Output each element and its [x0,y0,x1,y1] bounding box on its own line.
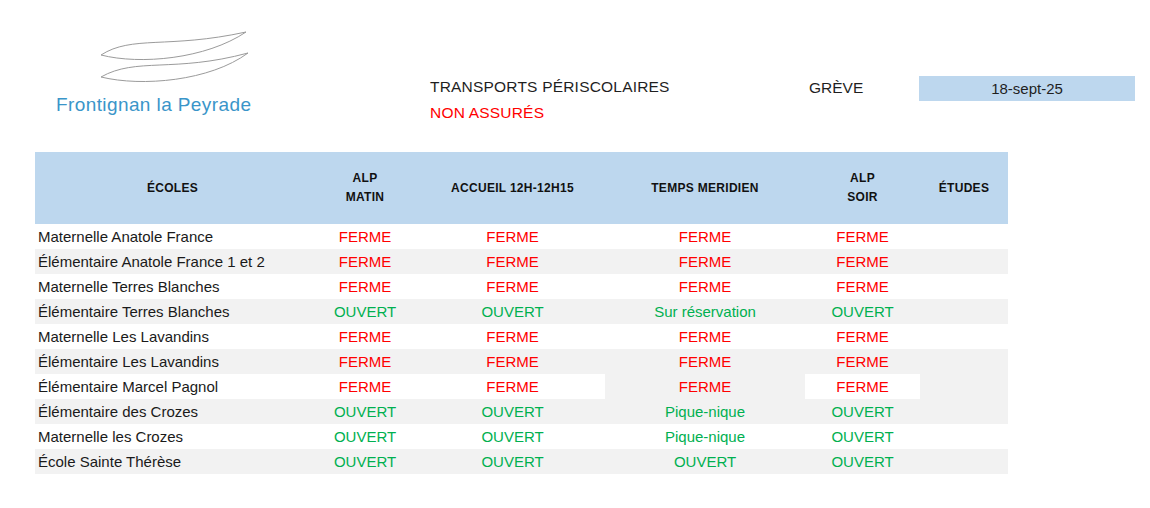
status-cell [920,224,1008,249]
status-cell: Pique-nique [605,424,805,449]
status-cell: OUVERT [310,399,420,424]
doc-subtitle: NON ASSURÉS [430,104,670,122]
title-block: TRANSPORTS PÉRISCOLAIRES NON ASSURÉS [430,78,670,122]
status-cell: FERME [310,374,420,399]
status-cell: FERME [420,374,605,399]
status-cell: FERME [805,224,920,249]
status-cell: FERME [605,249,805,274]
status-cell: FERME [310,249,420,274]
status-cell: OUVERT [310,299,420,324]
table-row: Maternelle Terres BlanchesFERMEFERMEFERM… [35,274,1008,299]
column-header-alp-soir: ALP SOIR [805,152,920,224]
status-cell [920,299,1008,324]
status-cell: Sur réservation [605,299,805,324]
status-cell: OUVERT [420,449,605,474]
status-cell: FERME [310,224,420,249]
table-row: Élémentaire Les LavandinsFERMEFERMEFERME… [35,349,1008,374]
school-name-cell: Élémentaire Marcel Pagnol [35,374,310,399]
column-header-temps-meridien: TEMPS MERIDIEN [605,152,805,224]
table-row: Élémentaire des CrozesOUVERTOUVERTPique-… [35,399,1008,424]
status-cell: FERME [310,274,420,299]
status-cell: OUVERT [805,449,920,474]
status-cell: FERME [605,224,805,249]
table-row: Maternelle les CrozesOUVERTOUVERTPique-n… [35,424,1008,449]
status-cell: FERME [805,374,920,399]
status-cell [920,399,1008,424]
date-box: 18-sept-25 [919,76,1135,101]
status-cell: FERME [605,349,805,374]
status-cell: FERME [605,274,805,299]
status-cell [920,249,1008,274]
school-name-cell: Élémentaire Les Lavandins [35,349,310,374]
table-header-row: ÉCOLES ALP MATIN ACCUEIL 12H-12H15 TEMPS… [35,152,1008,224]
logo-waves-icon [98,30,250,90]
status-cell: FERME [805,324,920,349]
status-cell: OUVERT [310,449,420,474]
logo-text: Frontignan la Peyrade [56,94,251,116]
status-cell: OUVERT [805,424,920,449]
status-cell: OUVERT [805,399,920,424]
status-cell: FERME [420,274,605,299]
status-cell: FERME [420,224,605,249]
school-name-cell: Maternelle Anatole France [35,224,310,249]
column-header-accueil-12h-12h15: ACCUEIL 12H-12H15 [420,152,605,224]
status-cell: FERME [805,274,920,299]
status-cell: Pique-nique [605,399,805,424]
school-name-cell: Maternelle Les Lavandins [35,324,310,349]
schools-table-wrap: ÉCOLES ALP MATIN ACCUEIL 12H-12H15 TEMPS… [35,152,1008,474]
status-cell [920,374,1008,399]
status-cell [920,349,1008,374]
table-row: Maternelle Anatole FranceFERMEFERMEFERME… [35,224,1008,249]
school-name-cell: Élémentaire des Crozes [35,399,310,424]
status-cell: FERME [310,349,420,374]
column-header-ecoles: ÉCOLES [35,152,310,224]
status-cell: FERME [310,324,420,349]
status-cell [920,274,1008,299]
status-cell [920,424,1008,449]
school-name-cell: Élémentaire Terres Blanches [35,299,310,324]
status-cell: FERME [420,249,605,274]
school-name-cell: Élémentaire Anatole France 1 et 2 [35,249,310,274]
status-cell: OUVERT [420,424,605,449]
status-cell: OUVERT [605,449,805,474]
date-value: 18-sept-25 [991,80,1063,97]
table-row: Maternelle Les LavandinsFERMEFERMEFERMEF… [35,324,1008,349]
status-cell: FERME [805,249,920,274]
status-cell: FERME [605,324,805,349]
status-cell [920,449,1008,474]
column-header-etudes: ÉTUDES [920,152,1008,224]
status-cell: FERME [605,374,805,399]
schools-table: ÉCOLES ALP MATIN ACCUEIL 12H-12H15 TEMPS… [35,152,1008,474]
school-name-cell: École Sainte Thérèse [35,449,310,474]
column-header-alp-matin: ALP MATIN [310,152,420,224]
status-cell: OUVERT [310,424,420,449]
school-name-cell: Maternelle les Crozes [35,424,310,449]
status-cell: FERME [805,349,920,374]
strike-reason-label: GRÈVE [809,79,863,97]
status-cell: OUVERT [420,399,605,424]
table-row: École Sainte ThérèseOUVERTOUVERTOUVERTOU… [35,449,1008,474]
table-row: Élémentaire Anatole France 1 et 2FERMEFE… [35,249,1008,274]
table-row: Élémentaire Terres BlanchesOUVERTOUVERTS… [35,299,1008,324]
status-cell: OUVERT [805,299,920,324]
status-cell: FERME [420,349,605,374]
doc-title: TRANSPORTS PÉRISCOLAIRES [430,78,670,96]
table-row: Élémentaire Marcel PagnolFERMEFERMEFERME… [35,374,1008,399]
status-cell: OUVERT [420,299,605,324]
school-name-cell: Maternelle Terres Blanches [35,274,310,299]
status-cell: FERME [420,324,605,349]
status-cell [920,324,1008,349]
table-body: Maternelle Anatole FranceFERMEFERMEFERME… [35,224,1008,474]
